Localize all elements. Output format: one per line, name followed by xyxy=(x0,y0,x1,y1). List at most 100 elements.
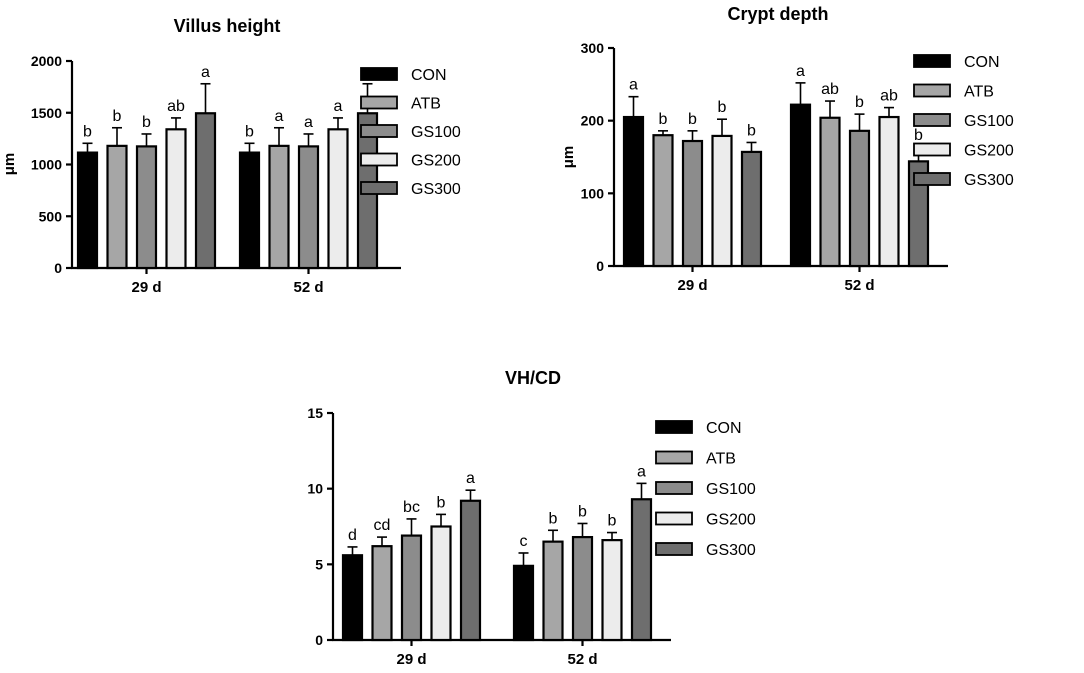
legend-swatch xyxy=(655,481,693,495)
significance-letter: a xyxy=(304,114,313,131)
chart-1: Villus height μm 0 500 1000 1500 2000 29 d 52 d b… xyxy=(1,16,461,296)
y-tick-label: 0 xyxy=(54,260,62,276)
y-tick-label: 200 xyxy=(581,113,605,129)
y-tick-label: 5 xyxy=(315,556,323,572)
legend-label: GS200 xyxy=(411,153,461,170)
significance-letter: b xyxy=(245,123,254,140)
legend-label: ATB xyxy=(411,96,441,113)
bar xyxy=(681,139,704,268)
significance-letter: a xyxy=(275,108,284,125)
y-tick-label: 2000 xyxy=(31,53,62,69)
significance-letter: b xyxy=(437,494,446,511)
bar xyxy=(907,160,930,268)
bar xyxy=(512,564,535,642)
y-axis-label: μm xyxy=(1,153,18,176)
bar xyxy=(819,116,841,268)
bar xyxy=(400,534,423,642)
bar xyxy=(740,150,763,268)
bar xyxy=(459,499,482,642)
legend-swatch xyxy=(360,95,398,110)
significance-letter: b xyxy=(914,127,923,144)
chart-title: VH/CD xyxy=(505,368,561,388)
x-category-label: 29 d xyxy=(677,277,707,294)
legend-label: CON xyxy=(411,67,447,84)
x-category-label: 52 d xyxy=(844,277,874,294)
legend-swatch xyxy=(655,420,693,434)
significance-letter: cd xyxy=(374,517,391,534)
bar xyxy=(652,134,674,268)
legend-label: GS100 xyxy=(706,481,756,498)
y-tick-label: 15 xyxy=(307,405,323,421)
legend-label: GS200 xyxy=(706,512,756,529)
bar xyxy=(268,144,290,270)
legend-swatch xyxy=(360,67,398,81)
significance-letter: a xyxy=(796,63,805,80)
bar xyxy=(622,115,645,268)
legend-label: GS100 xyxy=(964,113,1014,130)
significance-letter: b xyxy=(855,94,864,111)
chart-title: Crypt depth xyxy=(728,4,829,24)
y-tick-label: 300 xyxy=(581,40,605,56)
bar xyxy=(106,144,128,270)
bar xyxy=(238,151,261,270)
bar xyxy=(430,525,452,642)
chart-title: Villus height xyxy=(174,16,281,36)
x-category-label: 29 d xyxy=(396,651,426,668)
significance-letter: b xyxy=(83,123,92,140)
bar xyxy=(789,103,812,268)
bar xyxy=(630,498,653,642)
legend-swatch xyxy=(360,124,398,138)
significance-letter: a xyxy=(201,64,210,81)
significance-letter: b xyxy=(113,108,122,125)
significance-letter: b xyxy=(718,99,727,116)
significance-letter: ab xyxy=(167,98,185,115)
legend-label: GS100 xyxy=(411,124,461,141)
legend-label: GS300 xyxy=(411,181,461,198)
significance-letter: b xyxy=(688,111,697,128)
x-category-label: 52 d xyxy=(293,279,323,296)
significance-letter: a xyxy=(466,470,475,487)
y-tick-label: 10 xyxy=(307,481,323,497)
legend-swatch xyxy=(655,450,693,465)
bar xyxy=(571,535,594,642)
legend-swatch xyxy=(913,54,951,68)
y-axis-label: μm xyxy=(560,146,577,169)
significance-letter: a xyxy=(629,77,638,94)
bar xyxy=(135,145,158,270)
legend-swatch xyxy=(913,83,951,98)
significance-letter: b xyxy=(747,122,756,139)
legend-swatch xyxy=(913,142,951,157)
legend-label: GS200 xyxy=(964,143,1014,160)
bar xyxy=(711,134,733,268)
significance-letter: a xyxy=(334,98,343,115)
legend-label: GS300 xyxy=(964,172,1014,189)
y-tick-label: 0 xyxy=(315,632,323,648)
y-tick-label: 100 xyxy=(581,185,605,201)
bar xyxy=(878,115,900,268)
x-category-label: 29 d xyxy=(131,279,161,296)
legend-label: ATB xyxy=(964,84,994,101)
legend-label: CON xyxy=(964,54,1000,71)
significance-letter: bc xyxy=(403,499,420,516)
significance-letter: b xyxy=(549,510,558,527)
bar xyxy=(165,128,187,270)
significance-letter: c xyxy=(520,533,528,550)
y-tick-label: 0 xyxy=(596,258,604,274)
y-tick-label: 1500 xyxy=(31,105,62,121)
bar xyxy=(542,540,564,642)
significance-letter: b xyxy=(142,114,151,131)
significance-letter: b xyxy=(578,503,587,520)
y-tick-label: 500 xyxy=(39,208,63,224)
x-category-label: 52 d xyxy=(567,651,597,668)
bar xyxy=(327,128,349,270)
bar xyxy=(297,145,320,270)
legend-swatch xyxy=(913,172,951,186)
bar xyxy=(371,545,393,642)
legend-swatch xyxy=(655,511,693,526)
legend-swatch xyxy=(360,152,398,167)
legend-label: GS300 xyxy=(706,542,756,559)
significance-letter: d xyxy=(348,527,357,544)
